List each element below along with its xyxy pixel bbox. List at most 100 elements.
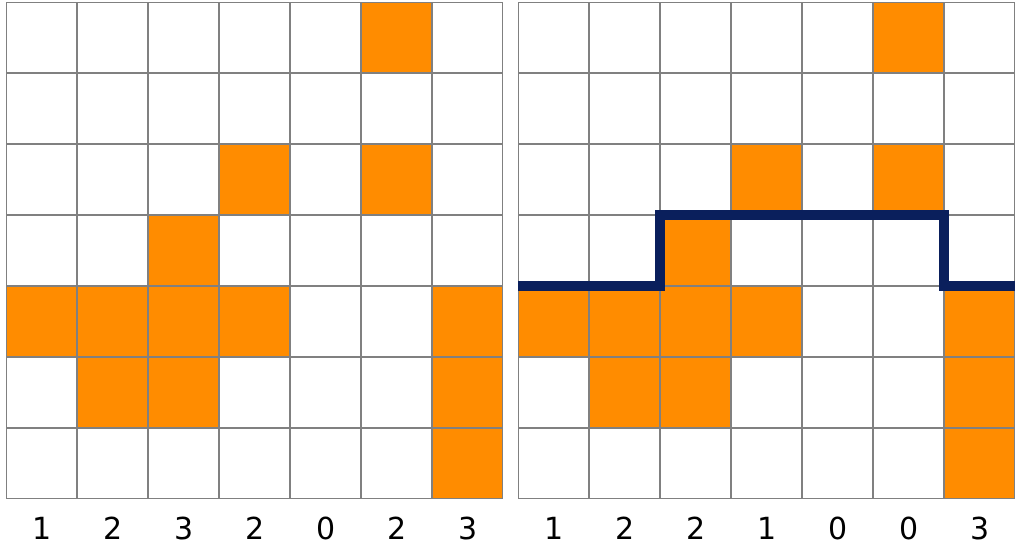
column-label-5: 2 [386,512,407,547]
empty-cell-r0-c4 [290,2,361,73]
empty-cell-r3-c4 [802,215,873,286]
filled-cell-r6-c6 [432,428,503,499]
column-label-4: 0 [827,512,848,547]
filled-cell-r4-c1 [77,286,148,357]
empty-cell-r3-c3 [219,215,290,286]
filled-cell-r0-c5 [873,2,944,73]
empty-cell-r2-c0 [6,144,77,215]
empty-cell-r0-c2 [660,2,731,73]
empty-cell-r3-c6 [432,215,503,286]
filled-cell-r2-c3 [219,144,290,215]
empty-cell-r6-c3 [219,428,290,499]
empty-cell-r0-c4 [802,2,873,73]
empty-cell-r0-c2 [148,2,219,73]
empty-cell-r3-c0 [518,215,589,286]
filled-cell-r4-c6 [432,286,503,357]
empty-cell-r4-c4 [290,286,361,357]
column-label-0: 1 [31,512,52,547]
empty-cell-r3-c1 [77,215,148,286]
filled-cell-r3-c2 [660,215,731,286]
empty-cell-r3-c4 [290,215,361,286]
empty-cell-r6-c3 [731,428,802,499]
filled-cell-r5-c6 [432,357,503,428]
empty-cell-r0-c1 [589,2,660,73]
column-label-3: 1 [756,512,777,547]
empty-cell-r4-c5 [873,286,944,357]
empty-cell-r2-c4 [290,144,361,215]
filled-cell-r2-c5 [361,144,432,215]
empty-cell-r2-c0 [518,144,589,215]
empty-cell-r3-c0 [6,215,77,286]
empty-cell-r0-c0 [518,2,589,73]
empty-cell-r1-c5 [873,73,944,144]
empty-cell-r3-c5 [361,215,432,286]
column-label-5: 0 [898,512,919,547]
column-label-3: 2 [244,512,265,547]
empty-cell-r6-c5 [361,428,432,499]
filled-cell-r4-c6 [944,286,1015,357]
column-label-6: 3 [969,512,990,547]
empty-cell-r1-c0 [6,73,77,144]
column-label-1: 2 [614,512,635,547]
empty-cell-r1-c2 [660,73,731,144]
filled-cell-r5-c1 [77,357,148,428]
filled-cell-r4-c1 [589,286,660,357]
empty-cell-r6-c2 [660,428,731,499]
empty-cell-r6-c1 [77,428,148,499]
empty-cell-r5-c0 [6,357,77,428]
filled-cell-r5-c6 [944,357,1015,428]
empty-cell-r1-c1 [589,73,660,144]
empty-cell-r6-c5 [873,428,944,499]
empty-cell-r2-c4 [802,144,873,215]
empty-cell-r1-c4 [290,73,361,144]
filled-cell-r5-c1 [589,357,660,428]
empty-cell-r2-c2 [660,144,731,215]
filled-cell-r2-c5 [873,144,944,215]
empty-cell-r4-c4 [802,286,873,357]
empty-cell-r2-c6 [432,144,503,215]
empty-cell-r5-c5 [361,357,432,428]
filled-cell-r4-c3 [731,286,802,357]
filled-cell-r4-c0 [518,286,589,357]
empty-cell-r5-c4 [802,357,873,428]
empty-cell-r1-c6 [432,73,503,144]
empty-cell-r5-c4 [290,357,361,428]
filled-cell-r3-c2 [148,215,219,286]
empty-cell-r3-c6 [944,215,1015,286]
filled-cell-r4-c2 [148,286,219,357]
empty-cell-r5-c3 [731,357,802,428]
column-label-4: 0 [315,512,336,547]
empty-cell-r5-c3 [219,357,290,428]
empty-cell-r6-c0 [6,428,77,499]
empty-cell-r0-c0 [6,2,77,73]
empty-cell-r2-c1 [77,144,148,215]
filled-cell-r0-c5 [361,2,432,73]
empty-cell-r1-c3 [731,73,802,144]
empty-cell-r6-c1 [589,428,660,499]
empty-cell-r6-c0 [518,428,589,499]
empty-cell-r2-c2 [148,144,219,215]
column-label-2: 2 [685,512,706,547]
filled-cell-r4-c2 [660,286,731,357]
empty-cell-r6-c2 [148,428,219,499]
right-grid [518,2,1016,500]
filled-cell-r5-c2 [148,357,219,428]
empty-cell-r0-c1 [77,2,148,73]
empty-cell-r1-c1 [77,73,148,144]
filled-cell-r6-c6 [944,428,1015,499]
empty-cell-r0-c6 [432,2,503,73]
column-label-2: 3 [173,512,194,547]
empty-cell-r6-c4 [802,428,873,499]
empty-cell-r1-c5 [361,73,432,144]
filled-cell-r4-c0 [6,286,77,357]
filled-cell-r4-c3 [219,286,290,357]
empty-cell-r5-c0 [518,357,589,428]
empty-cell-r0-c3 [219,2,290,73]
empty-cell-r0-c3 [731,2,802,73]
empty-cell-r1-c0 [518,73,589,144]
filled-cell-r5-c2 [660,357,731,428]
left-grid [6,2,504,500]
empty-cell-r3-c5 [873,215,944,286]
